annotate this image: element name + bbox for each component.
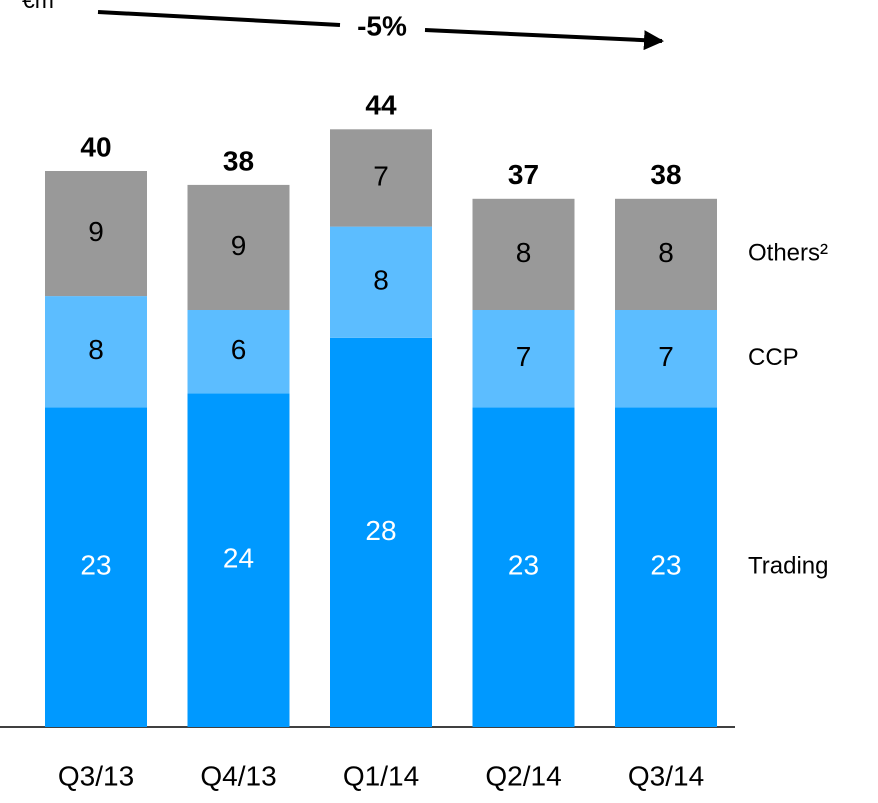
bar-segment bbox=[187, 184, 290, 310]
total-label: 40 bbox=[80, 131, 111, 162]
bar-segment bbox=[472, 407, 575, 727]
x-tick-label: Q3/14 bbox=[628, 760, 704, 791]
x-tick-label: Q4/13 bbox=[200, 760, 276, 791]
segment-label: 8 bbox=[516, 237, 532, 268]
unit-label: €m bbox=[22, 0, 54, 13]
total-label: 38 bbox=[223, 145, 254, 176]
segment-label: 8 bbox=[373, 265, 389, 296]
total-label: 44 bbox=[365, 90, 397, 121]
segment-label: 28 bbox=[365, 515, 396, 546]
x-tick-label: Q1/14 bbox=[343, 760, 419, 791]
bar-segment bbox=[187, 310, 290, 394]
segment-label: 7 bbox=[658, 341, 674, 372]
legend-label: Others² bbox=[748, 240, 828, 267]
segment-label: 8 bbox=[88, 334, 104, 365]
segment-label: 23 bbox=[508, 550, 539, 581]
total-label: 37 bbox=[508, 159, 539, 190]
arrow-line bbox=[424, 28, 664, 51]
bar-segment bbox=[615, 407, 717, 727]
total-label: 38 bbox=[650, 159, 681, 190]
bar-segment bbox=[45, 171, 147, 297]
bar-segment bbox=[330, 337, 432, 727]
legend-label: Trading bbox=[748, 552, 828, 579]
bar-segment bbox=[187, 393, 290, 727]
segment-label: 7 bbox=[373, 160, 389, 191]
annotation: -5% bbox=[357, 10, 407, 41]
segment-label: 24 bbox=[223, 543, 254, 574]
bar-segment bbox=[472, 198, 575, 310]
arrow-line bbox=[97, 10, 341, 27]
bar-segment bbox=[45, 407, 147, 727]
bar-segment bbox=[330, 226, 432, 338]
bar-segment bbox=[330, 129, 432, 227]
segment-label: 7 bbox=[516, 341, 532, 372]
bar-segment bbox=[472, 310, 575, 408]
segment-label: 9 bbox=[231, 230, 247, 261]
x-tick-label: Q3/13 bbox=[58, 760, 134, 791]
segment-label: 8 bbox=[658, 237, 674, 268]
x-tick-label: Q2/14 bbox=[485, 760, 561, 791]
segment-label: 6 bbox=[231, 334, 247, 365]
bar-segment bbox=[615, 310, 717, 408]
segment-label: 23 bbox=[650, 550, 681, 581]
legend-label: CCP bbox=[748, 344, 799, 371]
bar-segment bbox=[615, 198, 717, 310]
segment-label: 23 bbox=[80, 550, 111, 581]
segment-label: 9 bbox=[88, 216, 104, 247]
bar-segment bbox=[45, 296, 147, 408]
